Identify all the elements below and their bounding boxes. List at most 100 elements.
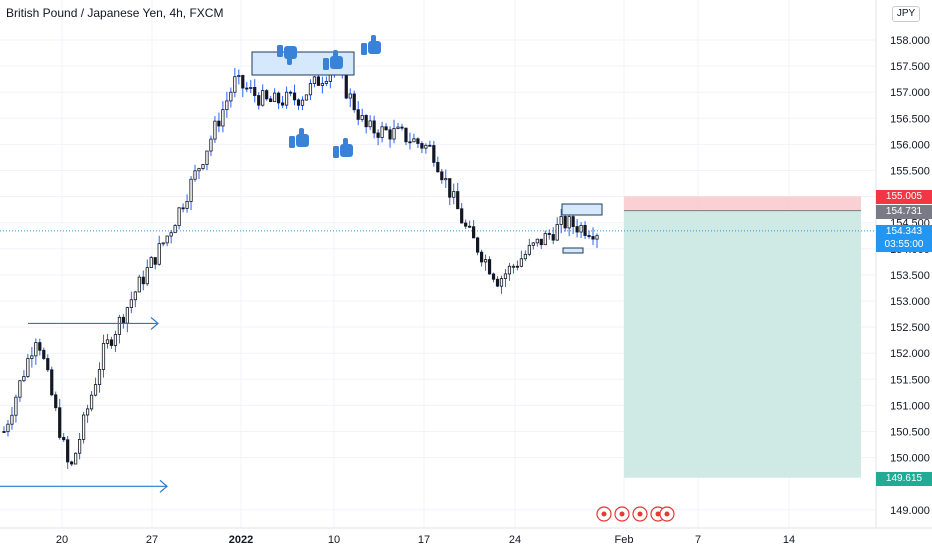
candle-body (448, 178, 452, 198)
price-tick-label: 149.000 (890, 505, 930, 517)
candle-body (237, 75, 241, 78)
candle-body (89, 394, 94, 410)
candle-body (269, 98, 273, 103)
candle-body (257, 95, 261, 106)
candle-body (555, 224, 559, 241)
candle-body (396, 126, 400, 129)
candle-body (388, 129, 392, 140)
economic-event-icon[interactable] (659, 506, 675, 522)
candle-body (487, 259, 492, 275)
candle-body (169, 232, 173, 237)
price-tick-label: 156.000 (890, 139, 930, 151)
support-arrow-head (159, 479, 168, 493)
price-tick-label: 158.000 (890, 35, 930, 47)
economic-event-icon[interactable] (632, 506, 648, 522)
price-tick-label: 153.000 (890, 296, 930, 308)
hand-cuff (361, 43, 367, 55)
hand-cuff (289, 136, 295, 148)
candle-body (14, 396, 18, 416)
candle-body (460, 208, 464, 224)
annotations[interactable] (0, 35, 603, 493)
candle-body (273, 92, 277, 103)
candle-body (66, 439, 70, 463)
candle-body (6, 423, 10, 433)
candle-body (432, 145, 436, 163)
candle-body (539, 238, 543, 246)
candle-body (312, 76, 317, 84)
price-tick-label: 156.500 (890, 113, 930, 125)
candle-body (563, 216, 567, 229)
candle-body (483, 259, 488, 263)
time-scale[interactable]: 20 27 2022 10 17 24 Feb 7 14 (0, 527, 932, 546)
price-tick-label: 155.500 (890, 166, 930, 178)
hand-cuff (323, 58, 329, 70)
candle-body (440, 171, 444, 181)
candle-body (284, 91, 289, 106)
candle-body (277, 92, 281, 104)
event-markers[interactable] (596, 506, 675, 522)
candle-body (121, 316, 125, 324)
candle-body (225, 100, 229, 111)
candle-body (97, 369, 102, 386)
candle-body (181, 207, 185, 210)
candle-body (499, 278, 504, 287)
economic-event-icon[interactable] (596, 506, 612, 522)
candle-body (205, 150, 209, 165)
candle-body (280, 102, 285, 106)
candle-body (476, 237, 480, 253)
candle-body (233, 76, 237, 93)
entry-price-tag: 154.731 (876, 205, 932, 219)
candle-body (133, 291, 137, 301)
position-zones[interactable] (0, 196, 876, 478)
hand-thumb (343, 138, 348, 146)
candle-body (464, 222, 468, 227)
candle-body (157, 243, 161, 265)
candle-body (348, 93, 352, 99)
thumbs-up-icon (289, 128, 309, 148)
hand-cuff (333, 146, 339, 158)
hand-thumb (287, 57, 292, 65)
candle-body (81, 414, 86, 440)
candle-body (153, 257, 157, 265)
candle-body (161, 242, 165, 245)
candle-body (491, 273, 496, 280)
hand-palm (330, 56, 343, 69)
retest-zone-box (561, 203, 603, 216)
candle-body (288, 91, 293, 94)
candle-body (479, 251, 484, 263)
symbol-title: British Pound / Japanese Yen, 4h, FXCM (6, 6, 224, 20)
event-dot (601, 511, 607, 517)
candle-body (249, 87, 253, 89)
economic-event-icon[interactable] (614, 506, 630, 522)
target-price-tag: 149.615 (876, 472, 932, 486)
candle-body (141, 276, 145, 285)
candle-body (579, 224, 583, 233)
candle-body (217, 120, 221, 127)
candle-body (523, 253, 527, 260)
candle-body (117, 316, 122, 335)
candle-body (591, 236, 595, 240)
event-dot (664, 511, 670, 517)
candle-body (101, 342, 106, 370)
candle-body (436, 162, 440, 173)
candle-body (34, 342, 38, 357)
candle-body (292, 92, 297, 101)
currency-badge[interactable]: JPY (892, 6, 920, 22)
candle-body (221, 109, 225, 127)
stop-price-tag: 155.005 (876, 190, 932, 204)
candle-body (74, 452, 78, 465)
candle-body (543, 233, 547, 246)
candle-body (468, 225, 472, 228)
hand-cuff (277, 45, 283, 57)
candle-body (519, 258, 523, 267)
candle-body (173, 225, 177, 234)
thumbs-up-icon (333, 138, 353, 158)
candle-body (209, 138, 213, 152)
candle-body (515, 265, 520, 268)
candle-body (241, 75, 245, 89)
price-scale[interactable]: 158.000 157.500 157.000 156.500 156.000 155.5… (875, 0, 930, 528)
price-tick-label: 152.000 (890, 348, 930, 360)
candle-body (18, 380, 22, 398)
candle-body (527, 244, 531, 255)
